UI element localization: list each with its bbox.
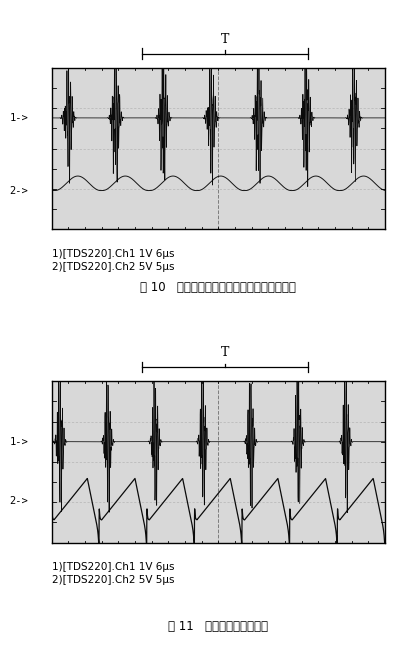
Text: T: T xyxy=(221,33,229,46)
Text: 图 10   采样电阻电流波形与积分整流叠加波形: 图 10 采样电阻电流波形与积分整流叠加波形 xyxy=(141,281,296,294)
Text: 2)[TDS220].Ch2 5V 5μs: 2)[TDS220].Ch2 5V 5μs xyxy=(52,575,174,585)
Text: 1)[TDS220].Ch1 1V 6μs: 1)[TDS220].Ch1 1V 6μs xyxy=(52,562,174,572)
Text: 1->: 1-> xyxy=(10,437,28,446)
Text: 图 11   斜坡波形与积分波形: 图 11 斜坡波形与积分波形 xyxy=(168,620,268,633)
Text: T: T xyxy=(221,346,229,359)
Text: 1->: 1-> xyxy=(10,113,28,123)
Text: 1)[TDS220].Ch1 1V 6μs: 1)[TDS220].Ch1 1V 6μs xyxy=(52,249,174,258)
Text: 2->: 2-> xyxy=(10,495,28,506)
Text: 2)[TDS220].Ch2 5V 5μs: 2)[TDS220].Ch2 5V 5μs xyxy=(52,262,174,271)
Text: 2->: 2-> xyxy=(10,185,28,196)
